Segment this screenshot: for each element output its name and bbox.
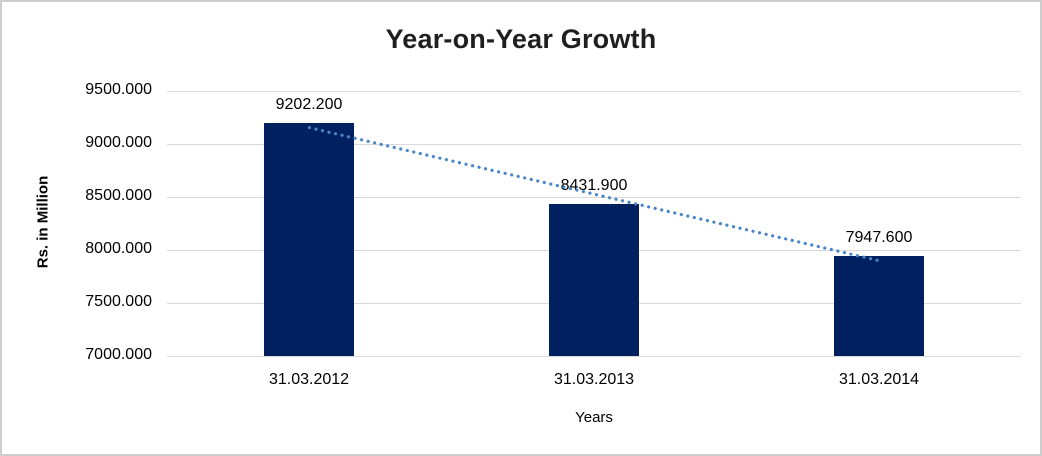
y-axis-tick-label: 9000.000 <box>85 134 152 151</box>
x-axis-tick-label: 31.03.2012 <box>268 371 350 388</box>
y-axis-tick-label: 8500.000 <box>85 187 152 204</box>
y-axis-tick-label: 7000.000 <box>85 346 152 363</box>
bar <box>834 256 924 356</box>
y-axis-tick-label: 9500.000 <box>85 81 152 98</box>
data-label: 9202.200 <box>275 96 343 113</box>
gridline <box>167 91 1021 92</box>
x-axis-title: Years <box>575 409 613 426</box>
y-axis-tick-label: 8000.000 <box>85 240 152 257</box>
data-label: 7947.600 <box>845 229 913 246</box>
chart-title: Year-on-Year Growth <box>385 24 657 54</box>
y-axis-tick-label: 7500.000 <box>85 293 152 310</box>
bar <box>264 123 354 356</box>
bar <box>549 204 639 356</box>
gridline <box>167 356 1021 357</box>
x-axis-tick-label: 31.03.2014 <box>838 371 920 388</box>
data-label: 8431.900 <box>560 177 628 194</box>
x-axis-tick-label: 31.03.2013 <box>553 371 635 388</box>
